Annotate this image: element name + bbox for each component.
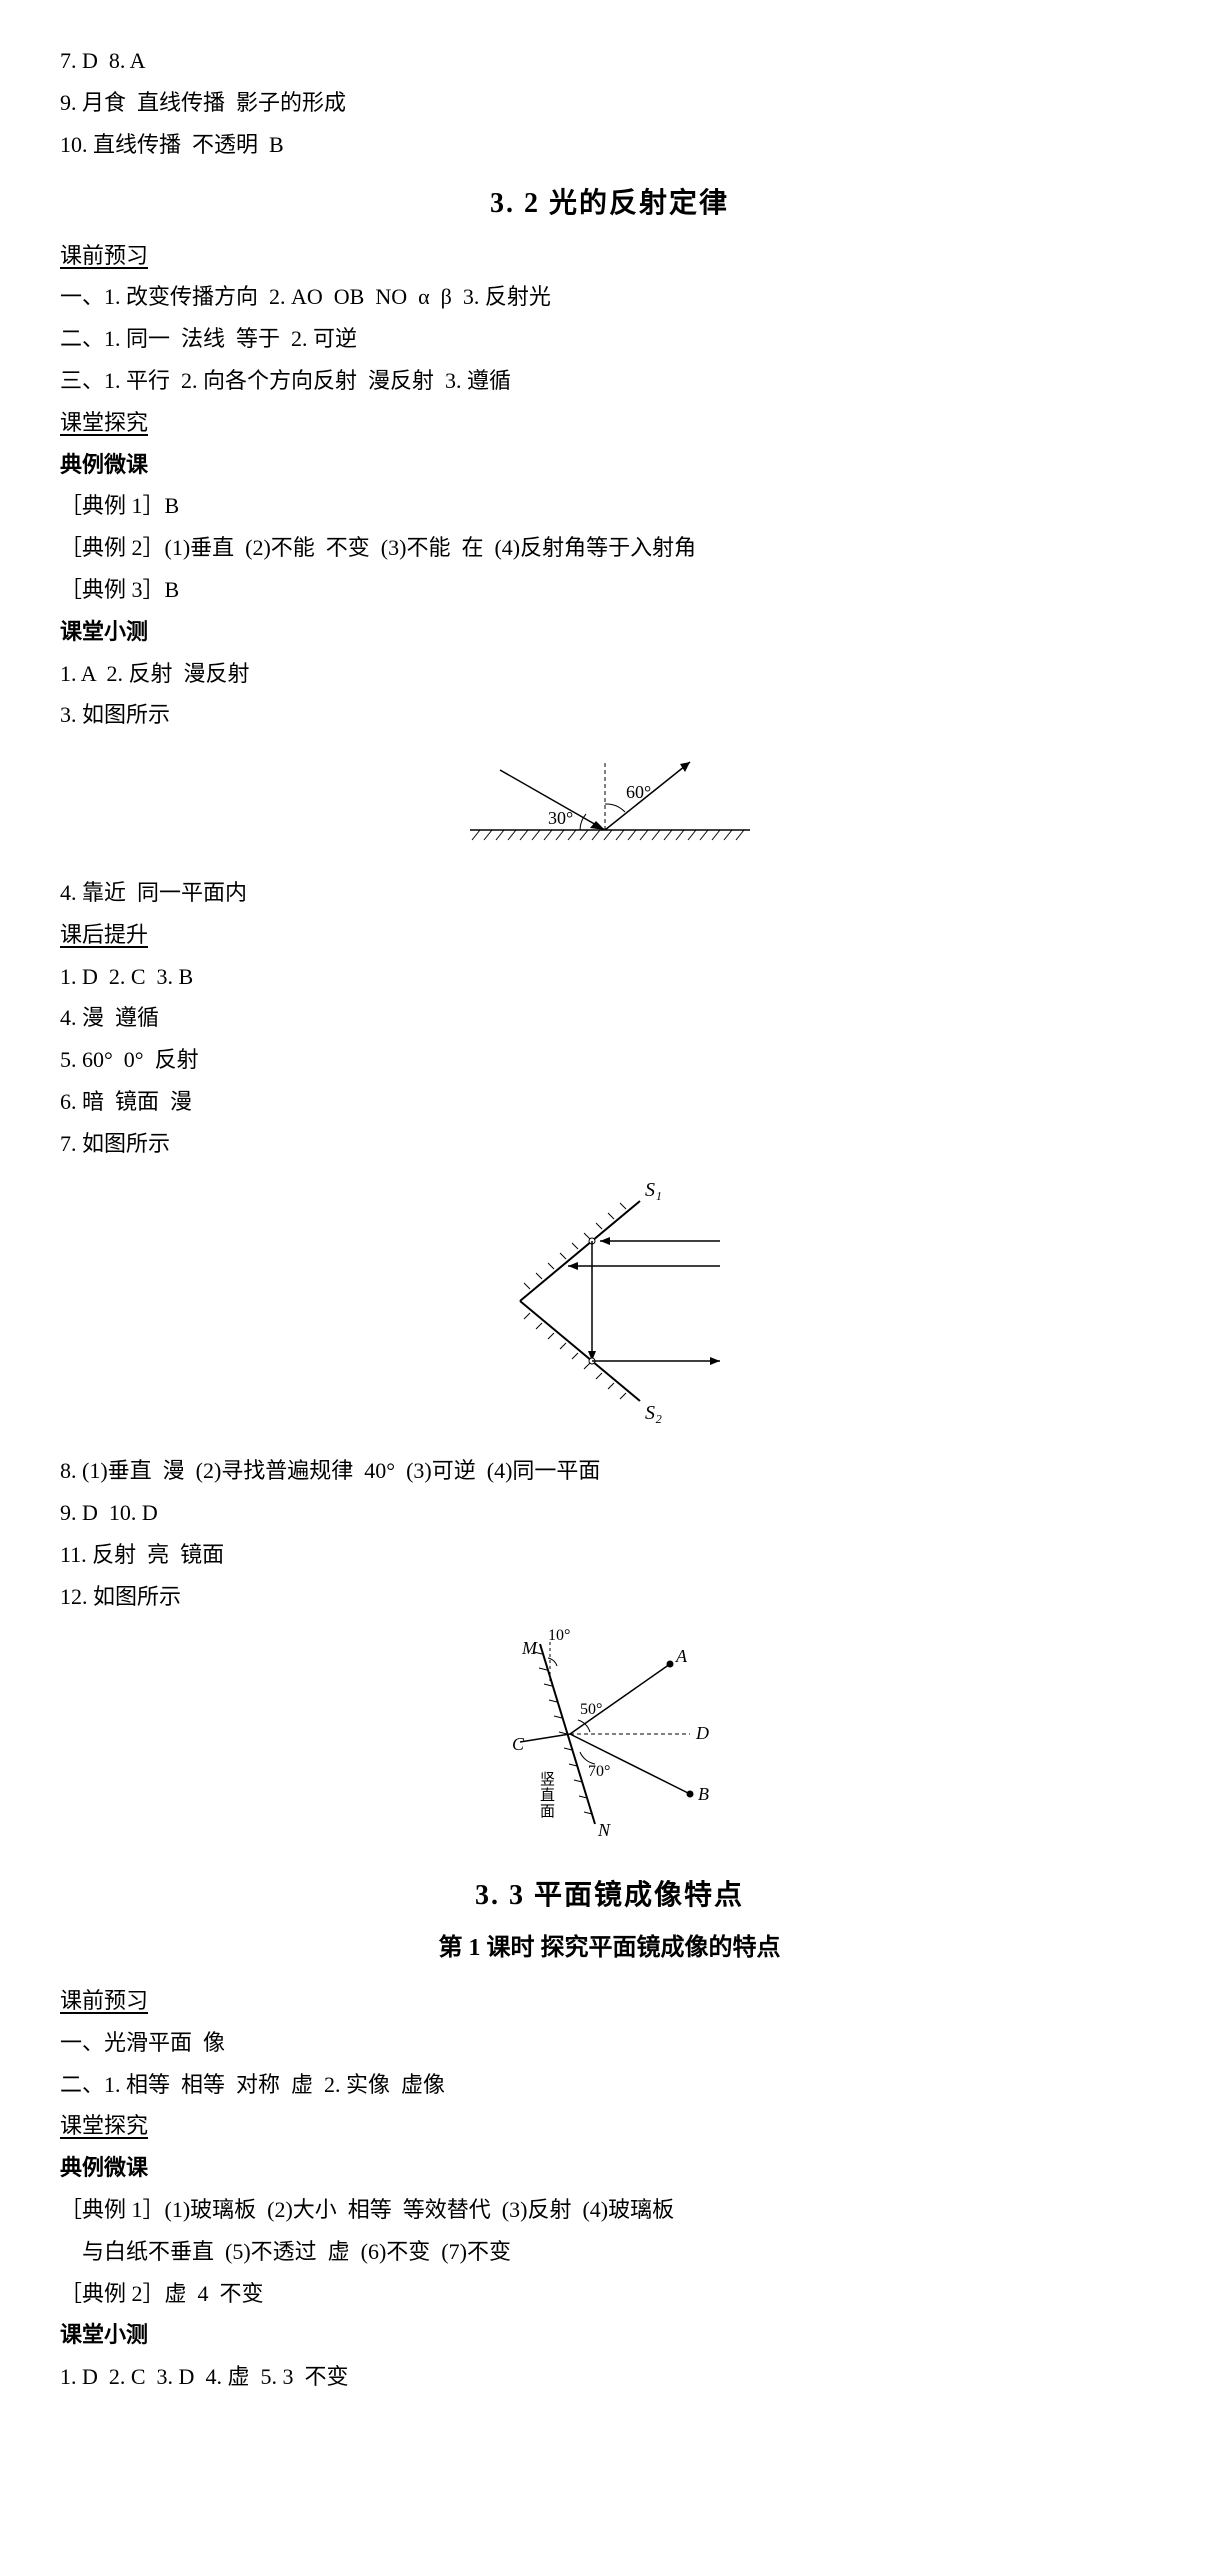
- subheading-quiz: 课堂小测: [60, 2314, 1159, 2356]
- answer-line: 3. 如图所示: [60, 694, 1159, 736]
- answer-line: 7. D 8. A: [60, 40, 1159, 82]
- svg-text:面: 面: [540, 1804, 555, 1820]
- figure-angled-mirror: 10° M A 50° D C 70° B 竖 直 面 N: [60, 1624, 1159, 1858]
- label-c: C: [512, 1734, 525, 1754]
- example-line: ［典例 1］(1)玻璃板 (2)大小 相等 等效替代 (3)反射 (4)玻璃板: [60, 2189, 1159, 2231]
- subsection-title: 第 1 课时 探究平面镜成像的特点: [60, 1926, 1159, 1972]
- example-line: ［典例 1］B: [60, 485, 1159, 527]
- label-a: A: [675, 1646, 688, 1666]
- subheading-example: 典例微课: [60, 2147, 1159, 2189]
- angle-label: 70°: [588, 1763, 610, 1780]
- answer-line: 1. A 2. 反射 漫反射: [60, 653, 1159, 695]
- section-title-32: 3. 2 光的反射定律: [60, 177, 1159, 230]
- subheading-quiz: 课堂小测: [60, 611, 1159, 653]
- answer-line: 9. 月食 直线传播 影子的形成: [60, 82, 1159, 124]
- label-vertical-plane: 竖: [540, 1771, 555, 1788]
- angle-label: 30°: [548, 808, 573, 828]
- answer-line: 5. 60° 0° 反射: [60, 1039, 1159, 1081]
- angle-label: 50°: [580, 1701, 602, 1718]
- svg-text:直: 直: [540, 1787, 555, 1804]
- text-line: 一、光滑平面 像: [60, 2022, 1159, 2064]
- heading-explore: 课堂探究: [60, 2105, 1159, 2147]
- text-line: 二、1. 相等 相等 对称 虚 2. 实像 虚像: [60, 2064, 1159, 2106]
- label-n: N: [597, 1820, 611, 1840]
- heading-explore: 课堂探究: [60, 402, 1159, 444]
- section-title-33: 3. 3 平面镜成像特点: [60, 1869, 1159, 1922]
- label-s2: S₂: [645, 1402, 662, 1424]
- answer-line: 4. 漫 遵循: [60, 997, 1159, 1039]
- figure-v-mirror: S₁ S₂: [60, 1171, 1159, 1445]
- heading-preview: 课前预习: [60, 235, 1159, 277]
- answer-line: 1. D 2. C 3. B: [60, 956, 1159, 998]
- angle-label: 10°: [548, 1627, 570, 1644]
- answer-line: 6. 暗 镜面 漫: [60, 1081, 1159, 1123]
- answer-line: 12. 如图所示: [60, 1576, 1159, 1618]
- answer-line: 10. 直线传播 不透明 B: [60, 124, 1159, 166]
- answer-line: 8. (1)垂直 漫 (2)寻找普遍规律 40° (3)可逆 (4)同一平面: [60, 1450, 1159, 1492]
- label-s1: S₁: [645, 1179, 662, 1201]
- example-line: ［典例 3］B: [60, 569, 1159, 611]
- answer-line: 1. D 2. C 3. D 4. 虚 5. 3 不变: [60, 2356, 1159, 2398]
- example-line: ［典例 2］虚 4 不变: [60, 2273, 1159, 2315]
- label-m: M: [521, 1638, 538, 1658]
- label-d: D: [695, 1723, 709, 1743]
- answer-line: 11. 反射 亮 镜面: [60, 1534, 1159, 1576]
- heading-preview: 课前预习: [60, 1980, 1159, 2022]
- subheading-example: 典例微课: [60, 444, 1159, 486]
- text-line: 二、1. 同一 法线 等于 2. 可逆: [60, 318, 1159, 360]
- label-b: B: [698, 1784, 709, 1804]
- text-line: 三、1. 平行 2. 向各个方向反射 漫反射 3. 遵循: [60, 360, 1159, 402]
- text-line: 一、1. 改变传播方向 2. AO OB NO α β 3. 反射光: [60, 276, 1159, 318]
- answer-line: 7. 如图所示: [60, 1123, 1159, 1165]
- heading-after: 课后提升: [60, 914, 1159, 956]
- answer-line: 4. 靠近 同一平面内: [60, 872, 1159, 914]
- answer-line: 9. D 10. D: [60, 1492, 1159, 1534]
- example-line: 与白纸不垂直 (5)不透过 虚 (6)不变 (7)不变: [60, 2231, 1159, 2273]
- example-line: ［典例 2］(1)垂直 (2)不能 不变 (3)不能 在 (4)反射角等于入射角: [60, 527, 1159, 569]
- angle-label: 60°: [626, 782, 651, 802]
- figure-reflection-1: 30° 60°: [60, 742, 1159, 866]
